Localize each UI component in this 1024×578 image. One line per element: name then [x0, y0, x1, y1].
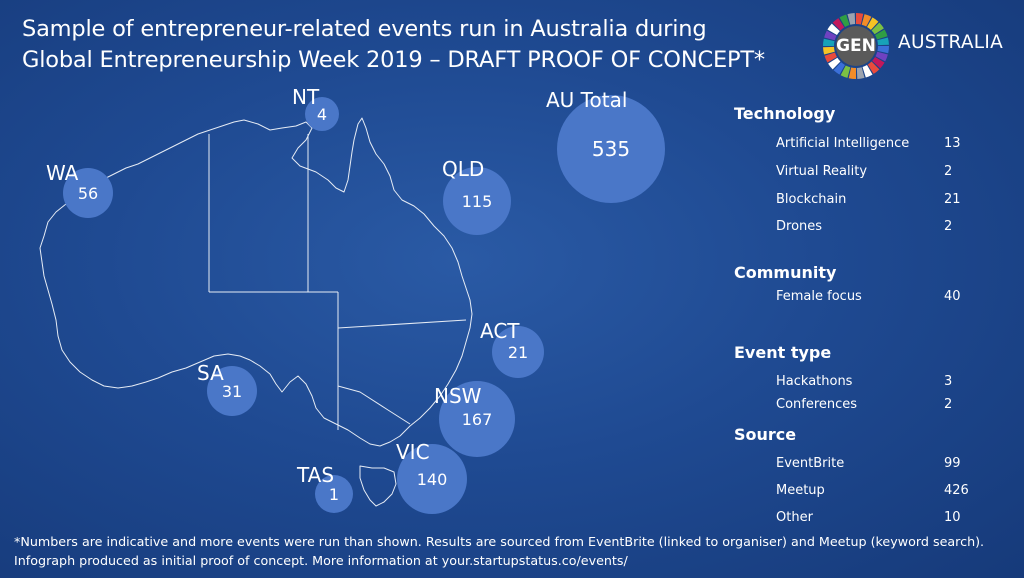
bubble-value-qld: 115 [461, 191, 493, 211]
bubble-value-sa: 31 [221, 381, 243, 401]
logo-ring-segment [839, 14, 850, 27]
bubble-label-nt: NT [292, 85, 320, 109]
bubble-wa [63, 168, 113, 218]
bubble-value-vic: 140 [416, 469, 448, 489]
logo-ring-segment [875, 29, 888, 40]
item-label: Virtual Reality [776, 164, 868, 179]
gen-logo-ring-icon [823, 12, 889, 79]
bubble-value-tas: 1 [328, 484, 340, 504]
logo-ring-segment [848, 67, 856, 79]
item-count: 2 [944, 164, 953, 179]
footnote: *Numbers are indicative and more events … [14, 533, 1014, 570]
bubble-label-tas: TAS [297, 463, 335, 487]
logo-ring-segment [827, 23, 840, 35]
logo-ring-segment [847, 13, 856, 25]
border-nsw-vic [337, 385, 411, 425]
bubble-sa [207, 366, 257, 416]
logo-ring-segment [840, 65, 851, 78]
bubble-value-wa: 56 [77, 183, 99, 203]
item-count: 426 [944, 483, 969, 498]
logo-ring-segment [856, 12, 864, 25]
logo-ring-segment [832, 18, 845, 31]
logo-ring-segment [823, 38, 835, 46]
item-count: 2 [944, 219, 953, 234]
bubble-act [492, 326, 544, 378]
bubble-label-au-total: AU Total [546, 88, 628, 112]
title-line-1: Sample of entrepreneur-related events ru… [22, 16, 707, 42]
logo-ring-segment [861, 14, 872, 27]
section-title-source: Source [734, 425, 797, 444]
gen-australia-logo: GEN AUSTRALIA [822, 12, 1022, 82]
logo-ring-segment [823, 46, 835, 55]
category-sidebar: Technology Artificial Intelligence 13 Virtu… [734, 0, 1024, 578]
footnote-line-1: *Numbers are indicative and more events … [14, 534, 985, 549]
item-label: Drones [776, 219, 823, 234]
mainland-outline [39, 117, 473, 447]
gen-logo-country: AUSTRALIA [898, 32, 1004, 53]
item-label: EventBrite [776, 456, 845, 471]
footnote-line-2: Infograph produced as initial proof of c… [14, 552, 628, 568]
bubble-vic [397, 444, 467, 514]
bubble-tas [315, 475, 353, 513]
gen-logo-mark-text: GEN [836, 36, 876, 56]
logo-ring-segment [824, 30, 837, 41]
item-label: Other [776, 510, 813, 525]
item-count: 2 [944, 397, 953, 412]
logo-ring-segment [867, 17, 879, 30]
logo-ring-segment [871, 22, 884, 35]
item-label: Female focus [776, 289, 862, 304]
item-count: 40 [944, 289, 961, 304]
bubble-label-nsw: NSW [434, 384, 482, 408]
item-label: Meetup [776, 483, 825, 498]
page-title: Sample of entrepreneur-related events ru… [22, 14, 782, 76]
bubble-label-sa: SA [197, 361, 224, 385]
logo-ring-segment [833, 62, 845, 75]
bubble-value-act: 21 [507, 342, 529, 362]
bubble-nt [305, 97, 339, 131]
bubble-value-nt: 4 [316, 104, 328, 124]
bubble-value-nsw: 167 [461, 409, 493, 429]
item-count: 99 [944, 456, 961, 471]
logo-ring-segment [875, 51, 888, 62]
bubble-label-vic: VIC [396, 440, 430, 464]
bubble-nsw [439, 381, 515, 457]
item-count: 13 [944, 136, 961, 151]
logo-ring-segment [877, 37, 889, 46]
bubble-value-au-total: 535 [591, 137, 631, 161]
bubble-label-qld: QLD [442, 157, 485, 181]
section-title-event-type: Event type [734, 343, 832, 362]
logo-ring-segment [828, 57, 841, 70]
item-count: 10 [944, 510, 961, 525]
item-label: Conferences [776, 397, 858, 412]
bubble-label-wa: WA [46, 161, 79, 185]
item-count: 3 [944, 374, 953, 389]
bubble-qld [443, 167, 511, 235]
logo-ring-segment [824, 52, 837, 63]
logo-ring-segment [862, 65, 873, 78]
item-label: Hackathons [776, 374, 853, 389]
title-line-2: Global Entrepreneurship Week 2019 – DRAF… [22, 47, 765, 73]
section-title-community: Community [734, 263, 837, 282]
logo-ring-segment [877, 46, 889, 54]
bubble-au-total [557, 95, 665, 203]
logo-ring-segment [856, 67, 865, 79]
item-label: Artificial Intelligence [776, 136, 910, 151]
bubble-label-act: ACT [480, 319, 520, 343]
logo-ring-segment [872, 57, 885, 69]
tasmania-outline [359, 465, 397, 507]
border-qld-nsw [337, 319, 467, 329]
logo-ring-segment [867, 61, 880, 74]
section-title-technology: Technology [734, 104, 836, 123]
item-count: 21 [944, 192, 961, 207]
item-label: Blockchain [776, 192, 847, 207]
